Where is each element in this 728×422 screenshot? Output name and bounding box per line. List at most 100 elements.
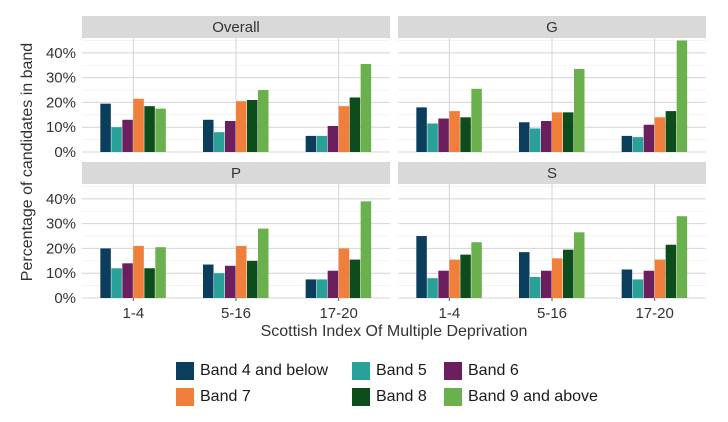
bar-p-1-4-band-5: [111, 268, 122, 298]
bar-s-17-20-band-7: [654, 259, 666, 298]
legend-swatch-band-5: [352, 362, 370, 380]
legend-swatch-band-9-and-above: [444, 388, 462, 406]
bar-p-1-4-band-4-and-below: [100, 248, 111, 298]
bar-s-17-20-band-6: [643, 270, 655, 298]
bar-s-1-4-band-4-and-below: [416, 236, 427, 298]
y-tick-label: 20%: [46, 240, 76, 257]
y-tick-label: 30%: [46, 70, 76, 87]
legend-label: Band 9 and above: [468, 388, 598, 405]
bar-g-1-4-band-5: [427, 123, 438, 152]
y-axis-title: Percentage of candidates in band: [19, 43, 36, 281]
bar-p-1-4-band-7: [133, 245, 144, 298]
bar-g-1-4-band-8: [460, 117, 471, 152]
bar-p-1-4-band-9-and-above: [155, 247, 166, 298]
facet-strip: [398, 162, 706, 184]
bar-s-1-4-band-5: [427, 278, 438, 298]
x-tick-label: 17-20: [635, 305, 673, 322]
y-tick-label: 30%: [46, 216, 76, 233]
bar-g-1-4-band-7: [449, 111, 460, 152]
x-tick-label: 5-16: [221, 305, 251, 322]
bar-overall-1-4-band-5: [111, 127, 122, 152]
bar-p-5-16-band-8: [247, 260, 258, 298]
bar-s-5-16-band-5: [530, 276, 541, 298]
bar-s-17-20-band-9-and-above: [676, 216, 688, 298]
bar-s-17-20-band-4-and-below: [621, 269, 633, 298]
x-tick-label: 5-16: [537, 305, 567, 322]
legend-label: Band 4 and below: [200, 362, 329, 379]
bar-overall-17-20-band-8: [349, 97, 361, 152]
bar-p-1-4-band-6: [122, 263, 133, 298]
bar-g-5-16-band-7: [552, 112, 563, 152]
y-tick-label: 0%: [54, 290, 76, 307]
bar-s-1-4-band-7: [449, 259, 460, 298]
facet-title: Overall: [212, 19, 260, 36]
legend-item-band-7: Band 7: [176, 388, 251, 406]
bar-g-17-20-band-4-and-below: [621, 135, 633, 152]
facet-title: S: [547, 165, 557, 182]
bar-g-17-20-band-6: [643, 124, 655, 152]
bar-g-17-20-band-8: [665, 111, 677, 152]
bar-overall-1-4-band-9-and-above: [155, 108, 166, 152]
bar-g-5-16-band-5: [530, 128, 541, 152]
bar-s-1-4-band-6: [438, 270, 449, 298]
bar-overall-17-20-band-6: [327, 125, 339, 152]
legend-label: Band 5: [376, 362, 427, 379]
bar-p-1-4-band-8: [144, 268, 155, 298]
bar-s-1-4-band-9-and-above: [471, 242, 482, 298]
bar-overall-5-16-band-5: [214, 132, 225, 152]
legend: Band 4 and below Band 5 Band 6 Band 7 Ba…: [176, 362, 626, 412]
legend-label: Band 7: [200, 388, 251, 405]
bar-s-17-20-band-8: [665, 244, 677, 298]
bar-g-5-16-band-4-and-below: [519, 122, 530, 152]
bar-p-5-16-band-4-and-below: [203, 264, 214, 298]
bar-g-1-4-band-6: [438, 118, 449, 152]
legend-swatch-band-8: [352, 388, 370, 406]
bar-s-5-16-band-8: [563, 249, 574, 298]
bar-overall-1-4-band-8: [144, 106, 155, 152]
bar-overall-17-20-band-9-and-above: [360, 64, 372, 152]
bar-p-5-16-band-9-and-above: [258, 228, 269, 298]
bar-g-5-16-band-8: [563, 112, 574, 152]
x-axis-title: Scottish Index Of Multiple Deprivation: [261, 323, 528, 340]
bar-s-5-16-band-9-and-above: [574, 232, 585, 298]
bar-p-17-20-band-7: [338, 248, 350, 298]
bar-overall-5-16-band-9-and-above: [258, 90, 269, 152]
x-tick-label: 17-20: [319, 305, 357, 322]
bar-overall-5-16-band-7: [236, 101, 247, 152]
bar-g-1-4-band-9-and-above: [471, 88, 482, 152]
bar-overall-1-4-band-7: [133, 98, 144, 152]
bar-overall-1-4-band-4-and-below: [100, 103, 111, 152]
legend-swatch-band-7: [176, 388, 194, 406]
legend-item-band-9-and-above: Band 9 and above: [444, 388, 598, 406]
legend-item-band-4-and-below: Band 4 and below: [176, 362, 328, 380]
bar-g-5-16-band-9-and-above: [574, 68, 585, 152]
y-tick-label: 10%: [46, 119, 76, 136]
facet-strip: [82, 16, 390, 38]
bar-p-5-16-band-6: [225, 265, 236, 298]
bar-g-5-16-band-6: [541, 121, 552, 152]
y-tick-label: 40%: [46, 45, 76, 62]
faceted-bar-chart: Overall 0% 10% 20% 30% 40% G P 0% 10% 20% 30% 40% 1-4…: [19, 16, 706, 340]
y-tick-label: 20%: [46, 94, 76, 111]
bar-overall-17-20-band-7: [338, 106, 350, 152]
legend-item-band-6: Band 6: [444, 362, 519, 380]
legend-swatch-band-4-and-below: [176, 362, 194, 380]
bar-s-5-16-band-6: [541, 270, 552, 298]
bar-overall-17-20-band-5: [316, 135, 328, 152]
y-tick-label: 10%: [46, 265, 76, 282]
facet-title: G: [546, 19, 558, 36]
y-tick-label: 40%: [46, 191, 76, 208]
facet-strip: [82, 162, 390, 184]
y-tick-label: 0%: [54, 144, 76, 161]
bar-g-1-4-band-4-and-below: [416, 107, 427, 152]
x-tick-label: 1-4: [122, 305, 144, 322]
bar-overall-17-20-band-4-and-below: [305, 135, 317, 152]
legend-item-band-5: Band 5: [352, 362, 427, 380]
bar-s-5-16-band-7: [552, 258, 563, 298]
bar-p-5-16-band-7: [236, 245, 247, 298]
bar-p-5-16-band-5: [214, 273, 225, 298]
facet-title: P: [231, 165, 241, 182]
bar-g-17-20-band-7: [654, 117, 666, 152]
bar-p-17-20-band-8: [349, 259, 361, 298]
legend-swatch-band-6: [444, 362, 462, 380]
